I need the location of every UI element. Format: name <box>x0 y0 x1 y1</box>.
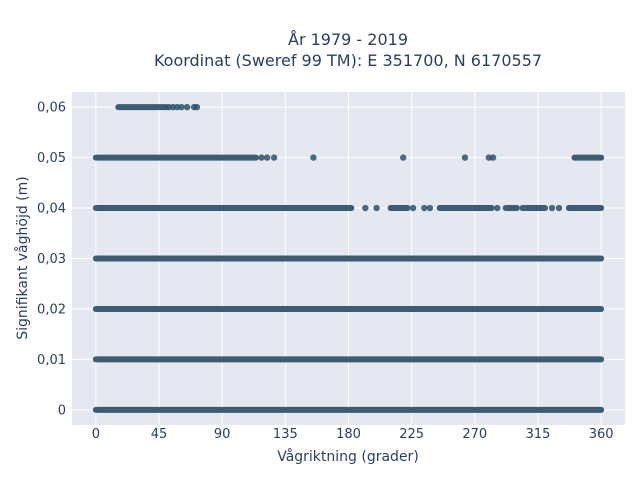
data-point <box>270 154 278 161</box>
data-point <box>426 204 434 212</box>
data-point <box>263 154 271 161</box>
data-point <box>409 204 417 212</box>
y-tick-label: 0,03 <box>37 252 66 267</box>
x-tick-label: 270 <box>462 427 487 442</box>
data-point <box>258 154 265 161</box>
data-point <box>373 204 380 212</box>
x-tick-label: 360 <box>589 427 614 442</box>
y-tick-label: 0,06 <box>37 101 66 116</box>
y-tick-label: 0,04 <box>37 202 66 217</box>
y-axis-title: Signifikant våghöjd (m) <box>14 176 31 339</box>
chart-title-line-1: År 1979 - 2019 <box>288 30 408 49</box>
x-tick-label: 315 <box>526 427 551 442</box>
y-tick-label: 0,05 <box>37 151 66 166</box>
data-point <box>494 204 501 212</box>
data-point <box>362 204 369 212</box>
data-point <box>421 204 428 212</box>
y-tick-label: 0,01 <box>37 353 66 368</box>
data-point <box>461 154 469 161</box>
x-tick-label: 180 <box>336 427 361 442</box>
x-tick-label: 90 <box>214 427 231 442</box>
y-axis-ticks: 0 0,01 0,02 0,03 0,04 0,05 0,06 <box>37 101 66 419</box>
data-points <box>92 103 605 413</box>
data-point <box>310 154 317 161</box>
x-tick-label: 45 <box>151 427 168 442</box>
x-axis-ticks: 0 45 90 135 180 225 270 315 360 <box>92 427 614 442</box>
chart-title-line-2: Koordinat (Sweref 99 TM): E 351700, N 61… <box>154 51 542 70</box>
x-axis-title: Vågriktning (grader) <box>277 448 419 465</box>
y-tick-label: 0 <box>58 403 66 418</box>
data-point <box>178 103 185 111</box>
data-point <box>489 154 497 161</box>
data-point <box>193 103 201 111</box>
data-point <box>183 103 191 111</box>
x-tick-label: 225 <box>399 427 424 442</box>
y-tick-label: 0,02 <box>37 302 66 317</box>
data-point <box>555 204 563 212</box>
data-point <box>548 204 556 212</box>
x-tick-label: 135 <box>273 427 298 442</box>
data-point <box>400 154 407 161</box>
x-tick-label: 0 <box>92 427 100 442</box>
